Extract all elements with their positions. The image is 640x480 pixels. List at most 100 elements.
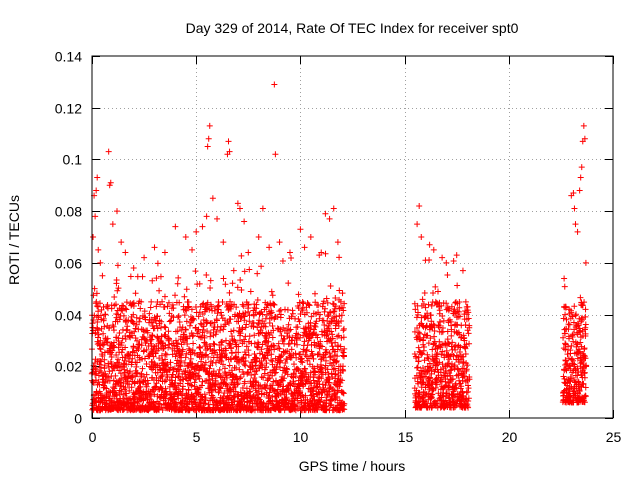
data-point: [207, 277, 214, 284]
data-point: [182, 326, 189, 333]
data-point: [97, 337, 104, 344]
data-point: [122, 305, 129, 312]
data-point: [324, 392, 331, 399]
data-point: [184, 341, 191, 348]
data-point: [223, 347, 230, 354]
data-point: [173, 340, 180, 347]
data-point: [122, 336, 129, 342]
data-point: [230, 267, 237, 274]
y-axis-label: ROTI / TECUs: [6, 195, 22, 285]
data-point: [241, 218, 248, 225]
data-point: [271, 346, 278, 353]
data-point: [221, 390, 228, 397]
data-point: [243, 321, 250, 328]
data-point: [159, 339, 166, 346]
data-point: [92, 213, 99, 220]
data-point: [123, 306, 130, 313]
data-point: [90, 405, 97, 412]
data-point: [111, 293, 118, 300]
data-point: [139, 273, 146, 280]
data-point: [247, 388, 254, 395]
grid: [92, 56, 613, 418]
data-point: [306, 302, 313, 309]
data-point: [102, 311, 109, 318]
data-point: [448, 332, 455, 339]
data-point: [208, 319, 215, 326]
data-point: [123, 299, 130, 306]
data-point: [256, 365, 263, 372]
data-point: [132, 325, 139, 332]
data-point: [235, 343, 242, 350]
data-point: [138, 298, 145, 305]
data-point: [100, 330, 107, 337]
data-point: [237, 277, 244, 284]
data-point: [156, 287, 163, 294]
data-point: [245, 369, 252, 376]
data-point: [209, 195, 216, 202]
data-point: [156, 362, 163, 369]
data-point: [91, 285, 98, 292]
data-point: [137, 305, 144, 312]
data-point: [171, 342, 178, 349]
data-point: [164, 303, 171, 310]
data-point: [340, 327, 347, 334]
data-point: [218, 312, 225, 319]
data-point: [162, 356, 169, 363]
data-point: [127, 368, 134, 375]
data-point: [326, 388, 333, 395]
data-point: [274, 325, 281, 332]
data-point: [189, 347, 196, 354]
data-point: [189, 333, 196, 340]
data-point: [162, 385, 169, 392]
data-point: [154, 325, 161, 332]
data-point: [320, 298, 327, 305]
data-point: [329, 335, 336, 342]
data-point: [126, 381, 133, 388]
data-point: [101, 379, 108, 386]
data-point: [299, 359, 306, 366]
data-point: [336, 254, 343, 261]
data-point: [96, 342, 103, 349]
data-point: [270, 388, 277, 395]
data-point: [165, 328, 172, 335]
data-point: [177, 363, 184, 370]
data-point: [276, 345, 283, 352]
data-point: [172, 353, 179, 360]
data-point: [213, 328, 220, 335]
data-point: [318, 394, 325, 401]
data-point: [280, 383, 287, 390]
data-point: [175, 373, 182, 380]
data-point: [212, 359, 219, 366]
data-point: [329, 386, 336, 393]
data-point: [291, 402, 298, 409]
x-tick-label: 0: [89, 429, 97, 445]
data-point: [154, 334, 161, 341]
data-point: [119, 302, 126, 309]
data-point: [122, 249, 129, 256]
data-point: [268, 288, 275, 295]
data-point: [425, 340, 432, 347]
data-point: [218, 357, 225, 364]
data-point: [206, 365, 213, 372]
data-point: [99, 272, 106, 279]
data-point: [204, 143, 211, 150]
data-point: [162, 324, 169, 331]
data-point: [183, 350, 190, 357]
data-point: [327, 283, 334, 290]
data-point: [188, 382, 195, 389]
data-point: [158, 318, 165, 325]
data-point: [198, 382, 205, 389]
data-point: [317, 361, 324, 368]
data-point: [194, 372, 201, 379]
data-point: [100, 315, 107, 322]
data-point: [308, 391, 315, 398]
data-point: [166, 341, 173, 348]
data-point: [430, 289, 437, 296]
data-point: [187, 361, 194, 368]
data-point: [101, 323, 108, 330]
data-point: [121, 366, 128, 373]
data-point: [183, 318, 190, 325]
data-point: [95, 308, 102, 315]
data-point: [310, 377, 317, 384]
data-point: [258, 263, 265, 270]
